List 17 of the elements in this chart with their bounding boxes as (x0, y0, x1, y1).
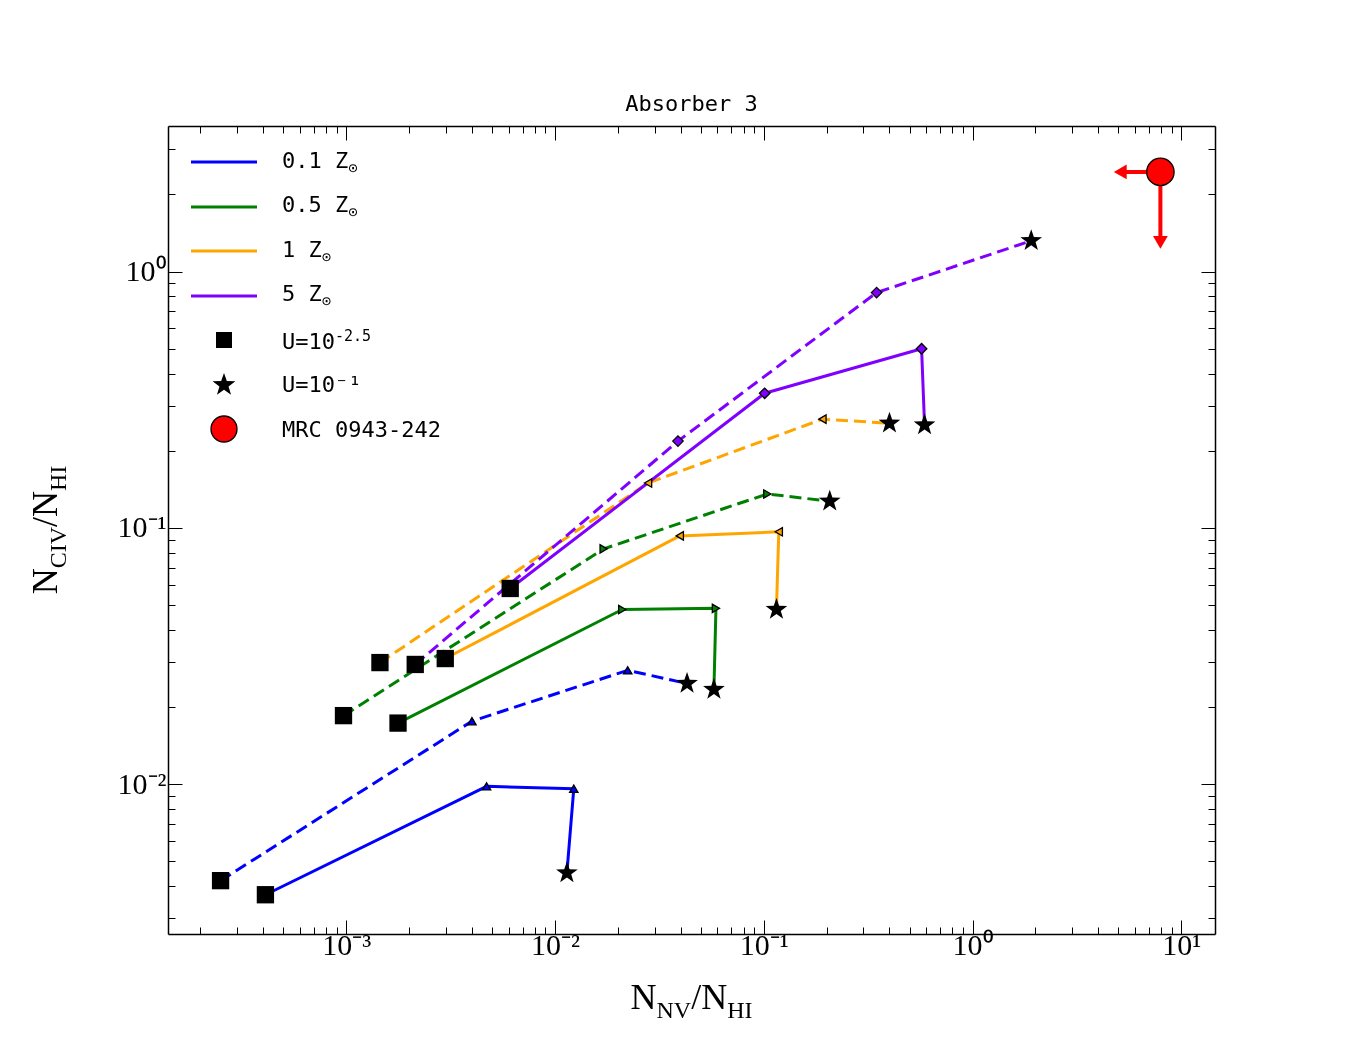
x-tick-label: 10⁻² (531, 927, 581, 961)
legend-label: MRC 0943-242 (282, 416, 441, 442)
y-tick-label: 10⁻¹ (117, 510, 167, 544)
legend-label: 0.1 Z$_{⊙}$ (282, 147, 358, 177)
y-tick-label: 10⁻² (117, 766, 167, 800)
y-tick-label: 10⁰ (125, 254, 167, 288)
x-tick-label: 10⁻¹ (739, 927, 789, 961)
x-tick-label: 10¹ (1162, 927, 1202, 961)
x-tick-label: 10⁰ (952, 927, 994, 961)
legend-label: U=10$^{-2.5}$ (282, 326, 372, 354)
x-tick-label: 10⁻³ (322, 927, 372, 961)
legend-label: U=10⁻¹ (282, 372, 362, 398)
legend-label: 5 Z$_{⊙}$ (282, 281, 331, 311)
chart-title: Absorber 3 (625, 90, 758, 116)
legend-label: 0.5 Z$_{⊙}$ (282, 192, 358, 222)
x-axis-title: N$_{NV}$/N$_{HI}$ (630, 976, 753, 1024)
legend-label: 1 Z$_{⊙}$ (282, 236, 331, 266)
